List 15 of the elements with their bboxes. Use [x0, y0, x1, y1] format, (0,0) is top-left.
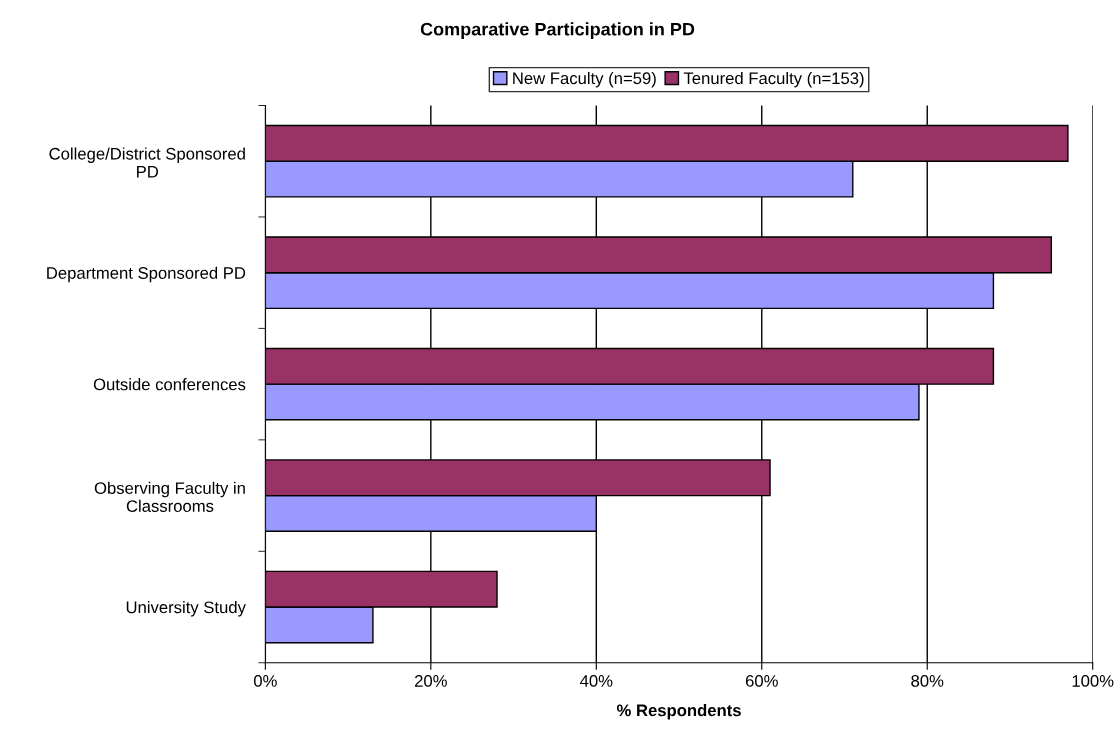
- y-tick-label: College/District Sponsored PD: [49, 147, 245, 178]
- x-axis-title: % Respondents: [616, 703, 741, 720]
- y-tick-label: Outside conferences: [93, 378, 246, 391]
- legend-label: New Faculty (n=59): [513, 71, 656, 88]
- x-tick-label: 20%: [415, 675, 447, 687]
- y-tick-label: Observing Faculty in Classrooms: [94, 481, 245, 512]
- x-tick-label: 40%: [580, 675, 613, 687]
- x-tick-label: 80%: [911, 675, 944, 687]
- x-tick-label: 100%: [1072, 675, 1114, 687]
- x-tick-label: 0%: [253, 675, 277, 687]
- legend-label: Tenured Faculty (n=153): [683, 71, 864, 88]
- x-tick-label: 60%: [745, 675, 778, 687]
- chart-title: Comparative Participation in PD: [420, 22, 695, 40]
- y-tick-label: Department Sponsored PD: [47, 266, 246, 283]
- y-tick-label: University Study: [126, 600, 246, 617]
